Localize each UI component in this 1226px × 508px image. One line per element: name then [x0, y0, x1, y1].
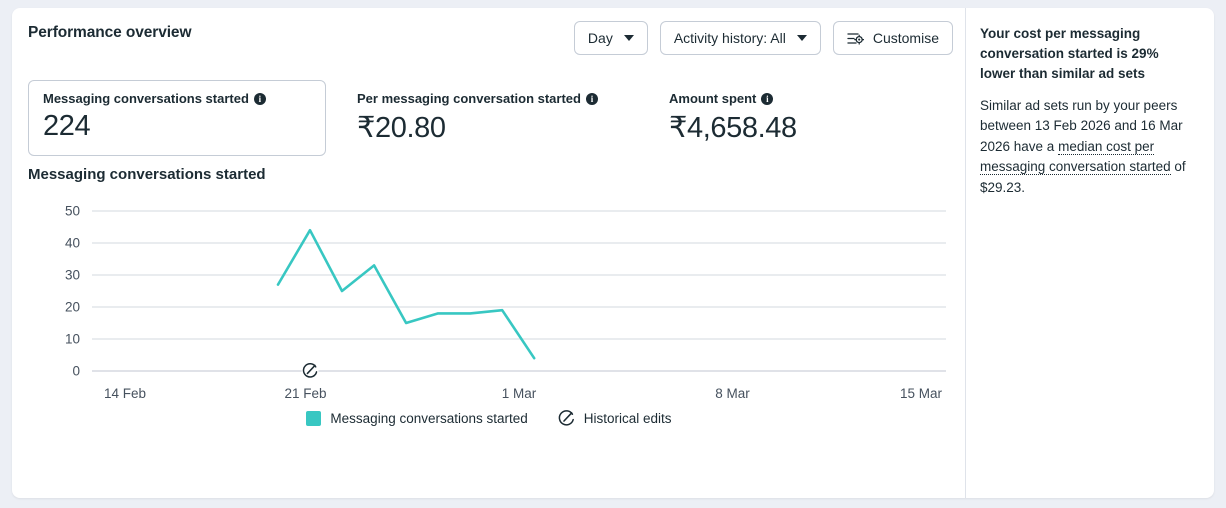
- svg-text:40: 40: [65, 236, 80, 251]
- performance-main-column: Performance overview Day Activity histor…: [12, 8, 966, 498]
- activity-history-dropdown[interactable]: Activity history: All: [659, 21, 821, 55]
- insight-body-pre: Similar ad sets run by your peers betwee…: [980, 97, 1183, 154]
- insight-body: Similar ad sets run by your peers betwee…: [980, 96, 1194, 199]
- breakdown-day-label: Day: [587, 30, 613, 46]
- chevron-down-icon: [623, 35, 634, 41]
- performance-overview-card: Performance overview Day Activity histor…: [12, 8, 1214, 498]
- chart-canvas[interactable]: 0 10 20 30 40 50 14 Feb 21 Feb 1 Mar 8 Mar 15 Mar: [12, 194, 966, 444]
- metric-value: ₹4,658.48: [669, 112, 797, 144]
- svg-text:50: 50: [65, 204, 80, 219]
- metric-value: 224: [43, 110, 91, 142]
- svg-text:21 Feb: 21 Feb: [284, 386, 326, 401]
- median-cost-tooltip-link[interactable]: median cost per messaging conversation s…: [980, 138, 1171, 176]
- svg-text:20: 20: [65, 300, 80, 315]
- metric-tile-per-messaging-conversation-started[interactable]: Per messaging conversation started i ₹20…: [342, 80, 642, 158]
- breakdown-day-dropdown[interactable]: Day: [573, 21, 648, 55]
- svg-text:14 Feb: 14 Feb: [104, 386, 146, 401]
- chevron-down-icon: [796, 35, 807, 41]
- svg-text:0: 0: [72, 364, 80, 379]
- metric-tile-amount-spent[interactable]: Amount spent i ₹4,658.48: [654, 80, 812, 158]
- insight-title: Your cost per messaging conversation sta…: [980, 26, 1159, 81]
- customise-label: Customise: [872, 30, 939, 46]
- info-icon[interactable]: i: [585, 92, 598, 105]
- historical-edits-icon: [558, 410, 575, 427]
- historical-edit-marker-icon[interactable]: [301, 362, 319, 380]
- insight-panel: Your cost per messaging conversation sta…: [966, 8, 1214, 498]
- customise-sliders-icon: [847, 31, 864, 46]
- svg-text:30: 30: [65, 268, 80, 283]
- series-swatch-icon: [306, 411, 322, 426]
- line-chart[interactable]: 0 10 20 30 40 50 14 Feb 21 Feb 1 Mar 8 Mar 15 Mar: [12, 194, 966, 444]
- legend-item-series[interactable]: Messaging conversations started: [306, 411, 528, 426]
- legend-label: Messaging conversations started: [330, 411, 528, 426]
- activity-history-label: Activity history: All: [673, 30, 786, 46]
- customise-button[interactable]: Customise: [832, 21, 953, 55]
- svg-text:1 Mar: 1 Mar: [502, 386, 537, 401]
- info-icon[interactable]: i: [761, 92, 774, 105]
- metric-tiles: Messaging conversations started i 224 Pe…: [28, 80, 812, 158]
- metric-value: ₹20.80: [357, 112, 446, 144]
- metric-label: Amount spent i: [669, 91, 797, 106]
- insight-body-post: of $29.23.: [980, 159, 1186, 195]
- chart-title: Messaging conversations started: [28, 166, 266, 183]
- page-title: Performance overview: [28, 24, 192, 41]
- metric-tile-messaging-conversations-started[interactable]: Messaging conversations started i 224: [28, 80, 326, 156]
- metric-label: Per messaging conversation started i: [357, 91, 627, 106]
- legend-label: Historical edits: [583, 411, 672, 426]
- info-icon[interactable]: i: [253, 92, 266, 105]
- svg-text:15 Mar: 15 Mar: [900, 386, 943, 401]
- svg-text:10: 10: [65, 332, 80, 347]
- legend-item-historical-edits[interactable]: Historical edits: [558, 410, 672, 427]
- svg-text:8 Mar: 8 Mar: [715, 386, 750, 401]
- chart-toolbar: Day Activity history: All: [573, 21, 953, 55]
- metric-label: Messaging conversations started i: [43, 91, 311, 106]
- chart-legend: Messaging conversations started Historic…: [12, 410, 966, 427]
